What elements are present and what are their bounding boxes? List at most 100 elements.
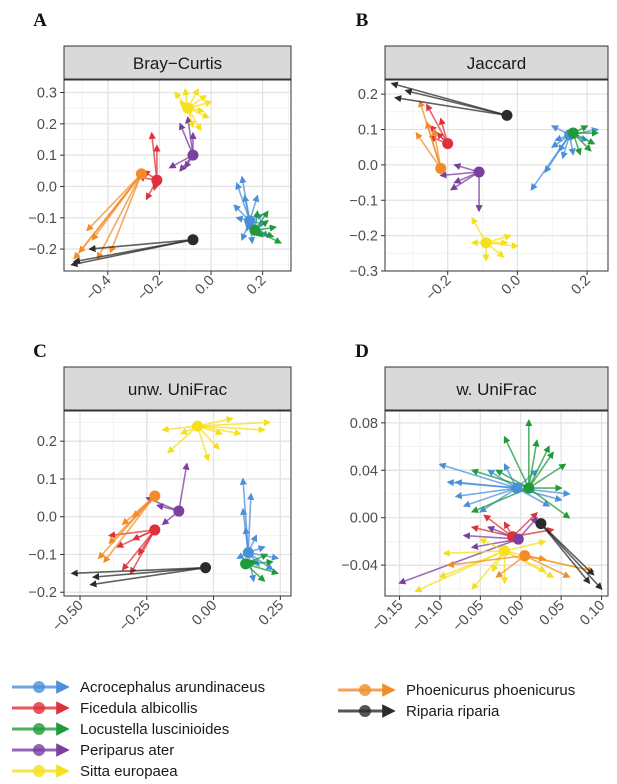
legend-item: Sitta europaea [12,763,178,780]
centroid-point [240,558,252,570]
facet-strip-label: Bray−Curtis [133,54,222,73]
panel-letter: C [33,341,47,362]
y-tick-label: 0.1 [37,472,57,488]
series-phoenicurus-phoenicurus [73,173,143,260]
arrow [438,550,505,579]
y-tick-label: −0.2 [349,229,378,245]
arrow [394,95,508,117]
facet-strip [63,45,292,80]
x-tick-label: 0.10 [577,598,608,629]
y-tick-label: 0.04 [350,463,378,479]
arrow [116,529,156,548]
centroid-point [200,562,212,574]
centroid-point [244,215,256,227]
legend-label: Ficedula albicollis [80,700,198,717]
facet-strip [384,45,609,80]
legend-label: Riparia riparia [406,703,500,720]
x-tick-label: −0.2 [423,273,455,305]
facet-strip [384,366,609,411]
y-tick-label: 0.2 [37,434,57,450]
y-tick-label: 0.2 [37,117,57,133]
data-layer [398,419,603,593]
centroid-point [135,168,147,180]
y-tick-label: −0.1 [28,547,57,563]
y-tick-label: 0.3 [37,86,57,102]
arrow [197,416,234,427]
centroid-point [442,138,454,150]
centroid-point [512,533,524,545]
arrow [471,550,506,590]
gridlines [385,80,608,272]
series-phoenicurus-phoenicurus [415,99,442,169]
data-layer [70,416,280,588]
legend-key-point [33,744,45,756]
arrow [524,554,571,578]
y-tick-label: 0.1 [37,148,57,164]
arrow [247,492,255,553]
arrow [96,173,143,260]
centroid-point [242,547,254,559]
arrow [167,425,199,454]
legend-label: Periparus ater [80,742,174,759]
panel-letter: A [33,10,47,31]
x-tick-label: −0.2 [135,273,167,305]
x-tick-label: −0.10 [410,598,447,635]
panel-border [384,410,609,597]
data-layer [70,87,282,268]
legend: Acrocephalus arundinaceus Ficedula albico… [12,679,575,780]
panel-b: B Jaccard 0.2 0.1 0.0 −0.1 −0.2 −0.3 −0.2 0.0 0.2 [349,10,609,305]
arrow [439,171,480,179]
series-phoenicurus-phoenicurus [446,554,595,578]
x-tick-label: 0.2 [244,273,270,299]
centroid-point [173,505,185,517]
arrow [449,171,480,191]
series-riparia-riparia [70,238,194,268]
legend-item: Acrocephalus arundinaceus [12,679,265,696]
legend-label: Sitta europaea [80,763,178,780]
arrow [425,121,442,169]
data-layer [390,81,599,262]
legend-label: Acrocephalus arundinaceus [80,679,265,696]
arrow [504,539,547,552]
centroid-point [499,545,511,557]
y-tick-label: 0.08 [350,416,378,432]
legend-key-point [33,723,45,735]
arrow [72,238,194,265]
arrow [462,487,517,508]
arrow [503,435,530,489]
arrow [103,495,156,564]
centroid-point [519,550,531,562]
y-tick-label: −0.1 [349,193,378,209]
legend-key-point [359,705,371,717]
arrow [442,549,505,557]
x-tick-label: −0.4 [83,273,115,305]
arrow [91,566,206,581]
centroid-point [192,420,204,432]
y-tick-label: −0.3 [349,264,378,280]
arrow [504,550,555,578]
arrow [197,425,266,434]
legend-key-point [33,702,45,714]
arrow [178,462,190,512]
centroid-point [480,237,492,249]
legend-item: Ficedula albicollis [12,700,198,717]
x-tick-label: 0.00 [496,598,527,629]
legend-item: Locustella luscinioides [12,721,229,738]
centroid-point [182,102,194,114]
facet-strip [63,366,292,411]
arrow [446,554,525,569]
arrow [197,419,272,427]
x-tick-label: −0.25 [116,598,153,635]
arrow [178,122,194,156]
x-tick-label: 0.25 [256,598,287,629]
arrow [426,103,449,145]
arrow [398,538,519,585]
arrow [404,88,508,117]
centroid-point [187,234,199,246]
arrow [415,131,442,169]
panel-border [63,79,292,272]
facet-strip-label: unw. UniFrac [128,380,228,399]
facet-strip-label: w. UniFrac [455,380,537,399]
